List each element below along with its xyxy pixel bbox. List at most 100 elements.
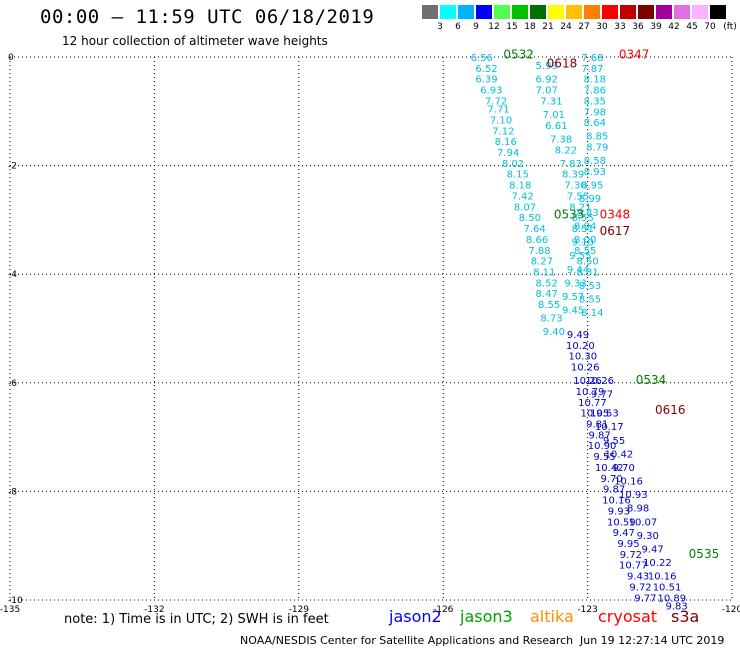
data-point-label: 10.42: [595, 463, 624, 474]
data-point-label: 9.49: [567, 330, 589, 341]
x-tick-label: -135: [0, 605, 20, 615]
data-point-label: 8.51: [572, 224, 594, 235]
data-point-label: 8.11: [533, 267, 555, 278]
data-point-label: 8.58: [584, 156, 606, 167]
scale-swatch: [602, 5, 618, 19]
data-point-label: 7.01: [543, 110, 565, 121]
scale-label: 15: [506, 22, 518, 32]
data-point-label: 10.51: [653, 582, 682, 593]
data-point-label: 8.15: [507, 170, 529, 181]
data-point-label: 8.47: [536, 289, 558, 300]
data-point-label: 7.88: [528, 246, 550, 257]
sat-cryosat: cryosat: [598, 607, 658, 626]
scale-swatch: [458, 5, 474, 19]
data-point-label: 10.53: [590, 409, 619, 420]
data-point-label: 9.72: [629, 582, 651, 593]
data-point-label: 9.55: [569, 251, 591, 262]
data-point-label: 8.14: [581, 308, 603, 319]
data-point-label: 10.77: [619, 561, 648, 572]
scale-label: 6: [455, 22, 461, 32]
data-point-label: 9.10: [572, 238, 594, 249]
scale-swatch: [620, 5, 636, 19]
data-point-label: 8.52: [536, 278, 558, 289]
data-point-label: 9.77: [591, 390, 613, 401]
y-tick-label: -6: [8, 379, 17, 389]
data-point-label: 8.31: [576, 267, 598, 278]
data-point-label: 9.55: [603, 436, 625, 447]
data-point-label: 9.81: [586, 420, 608, 431]
data-point-label: 7.83: [560, 159, 582, 170]
data-point-label: 10.20: [566, 341, 595, 352]
data-point-label: 8.50: [519, 213, 541, 224]
data-point-label: 7.64: [524, 224, 546, 235]
scale-swatch: [422, 5, 438, 19]
x-tick-label: -126: [433, 605, 454, 615]
pass-time-label: 0618: [547, 57, 578, 71]
scale-label: 9: [473, 22, 479, 32]
data-point-label: 8.21: [569, 202, 591, 213]
data-point-label: 9.77: [634, 593, 656, 604]
scale-label: 42: [668, 22, 680, 32]
data-point-label: 7.30: [564, 181, 586, 192]
x-tick-label: -129: [289, 605, 310, 615]
credit: NOAA/NESDIS Center for Satellite Applica…: [240, 634, 574, 647]
scale-label: 39: [650, 22, 662, 32]
y-tick-label: -4: [8, 270, 17, 280]
pass-time-label: 0534: [636, 373, 667, 387]
pass-time-label: 0617: [600, 224, 631, 238]
data-point-label: 10.16: [648, 572, 677, 583]
scale-swatch: [494, 5, 510, 19]
data-point-label: 6.56: [471, 53, 493, 64]
pass-time-label: 0532: [503, 47, 534, 61]
data-point-label: 9.43: [627, 572, 649, 583]
data-point-label: 9.87: [603, 485, 625, 496]
sat-altika: altika: [530, 607, 574, 626]
data-point-label: 10.95: [580, 409, 609, 420]
data-point-label: 10.30: [568, 352, 597, 363]
data-point-label: 9.55: [593, 452, 615, 463]
sat-s3a: s3a: [671, 607, 700, 626]
x-tick-label: -132: [144, 605, 164, 615]
data-point-label: 10.77: [578, 398, 607, 409]
scale-swatch: [440, 5, 456, 19]
data-point-label: 8.64: [584, 118, 606, 129]
data-point-label: 8.00: [574, 235, 596, 246]
data-point-label: 5.99: [536, 61, 558, 72]
data-point-label: 9.70: [613, 463, 635, 474]
data-point-label: 8.02: [502, 159, 524, 170]
footer-note: note: 1) Time is in UTC; 2) SWH is in fe…: [64, 612, 329, 627]
data-point-label: 7.71: [487, 105, 509, 116]
data-point-label: 9.93: [608, 506, 630, 517]
pass-time-label: 0347: [619, 47, 650, 61]
data-point-label: 6.93: [480, 86, 502, 97]
data-point-label: 8.95: [581, 181, 603, 192]
sat-jason3: jason3: [460, 607, 513, 626]
scale-swatch: [566, 5, 582, 19]
y-tick-label: -10: [8, 596, 23, 606]
scale-swatch: [710, 5, 726, 19]
data-point-label: 10.16: [614, 477, 643, 488]
data-point-label: 7.68: [581, 53, 603, 64]
data-point-label: 9.44: [567, 265, 589, 276]
data-point-label: 8.18: [509, 181, 531, 192]
data-point-label: 10.22: [643, 558, 672, 569]
data-point-label: 8.93: [584, 167, 606, 178]
data-point-label: 8.53: [579, 281, 601, 292]
data-point-label: 10.07: [629, 517, 658, 528]
data-point-label: 9.95: [617, 539, 639, 550]
data-point-label: 9.72: [620, 550, 642, 561]
data-point-label: 7.38: [550, 134, 572, 145]
data-point-label: 8.73: [540, 314, 562, 325]
data-point-label: 10.26: [585, 376, 614, 387]
y-tick-label: -8: [8, 487, 17, 497]
x-tick-label: -123: [577, 605, 597, 615]
data-point-label: 9.83: [666, 601, 688, 612]
data-point-label: 9.33: [564, 278, 586, 289]
data-point-label: 8.85: [586, 132, 608, 143]
data-point-label: 10.89: [658, 593, 687, 604]
data-point-label: 9.87: [589, 430, 611, 441]
y-tick-label: 0: [8, 53, 14, 63]
pass-time-label: 0616: [655, 403, 686, 417]
data-point-label: 8.98: [627, 504, 649, 515]
sat-jason2: jason2: [389, 607, 442, 626]
